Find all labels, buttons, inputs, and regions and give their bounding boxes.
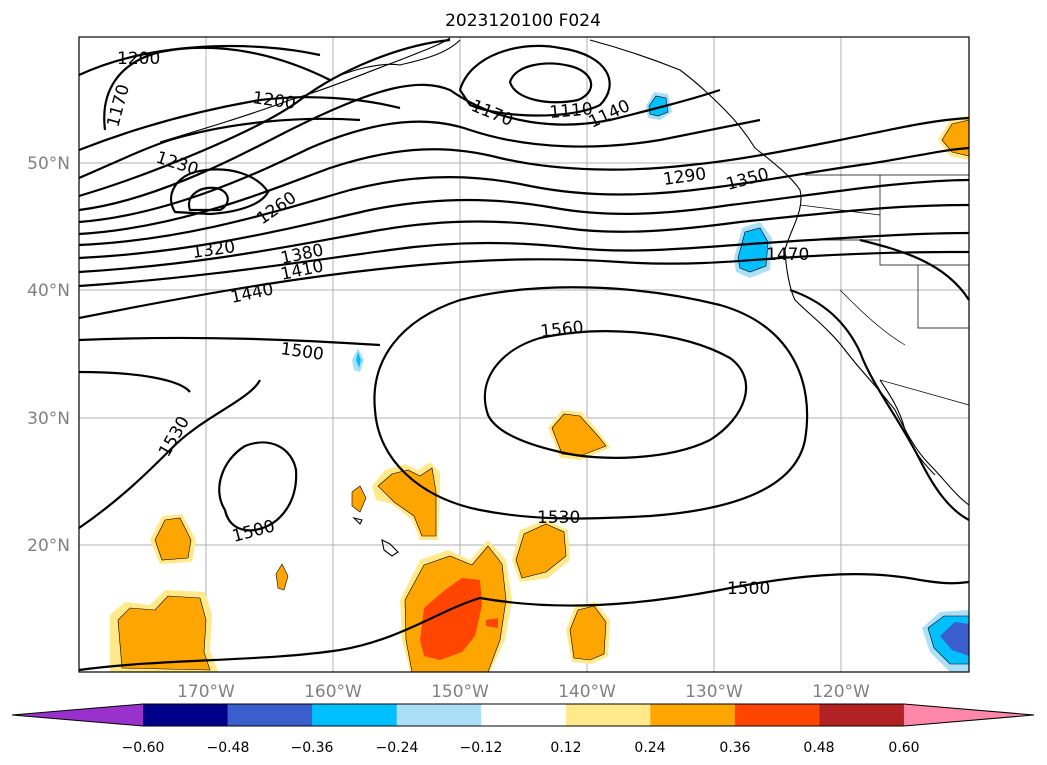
coastline [589,39,970,506]
colorbar-outline [11,703,1035,727]
colorbar-segment [227,704,313,726]
map-title: 2023120100 F024 [445,11,601,31]
contour-line [789,288,970,521]
border [879,379,970,406]
contour-line [859,238,970,301]
lat-label-30n: 30°N [27,409,70,429]
anomaly-fill [275,563,289,591]
lon-label-170w: 170°W [177,682,235,702]
anomaly-fill [117,595,211,671]
contour-label: 1470 [766,245,809,265]
anomaly-fill [648,95,669,117]
lat-label-50n: 50°N [27,154,70,174]
contour-line [458,44,611,117]
height-contours [78,38,970,672]
contour-line [78,38,451,198]
lon-label-130w: 130°W [685,682,743,702]
lon-label-140w: 140°W [558,682,616,702]
colorbar-tick: −0.60 [122,740,165,756]
anomaly-fill [551,413,607,457]
colorbar-tick: −0.12 [460,740,503,756]
coastline [352,516,363,525]
contour-line [78,231,970,288]
colorbar: −0.60 −0.48 −0.36 −0.24 −0.12 0.12 0.24 … [11,703,1035,756]
anomaly-fill [486,618,498,628]
anomaly-fill [940,622,969,656]
colorbar-segment [650,704,736,726]
colorbar-tick: 0.36 [719,740,750,756]
border [879,175,969,266]
map-panel: 1200 1170 1200 1230 1260 1320 1380 1410 … [78,36,970,673]
contour-label: 1110 [549,99,594,123]
lat-label-20n: 20°N [27,536,70,556]
border [799,204,881,216]
contour-line [78,250,969,320]
contour-label: 1530 [537,508,580,528]
anomaly-fill [569,605,607,661]
contour-label: 1500 [727,579,770,599]
contour-line [78,178,970,260]
coastline [381,539,399,557]
map-frame [78,36,970,673]
colorbar-segments [11,703,1035,727]
contour-line [78,116,970,236]
lat-label-40n: 40°N [27,281,70,301]
anomaly-fill [356,352,361,368]
lon-label-120w: 120°W [812,682,870,702]
coastline [329,39,461,81]
lon-label-160w: 160°W [304,682,362,702]
contour-line [373,286,809,520]
anomaly-fill [351,485,367,513]
colorbar-segment [565,704,651,726]
contour-line [508,62,593,104]
coastline [879,379,936,476]
colorbar-tick-labels: −0.60 −0.48 −0.36 −0.24 −0.12 0.12 0.24 … [122,740,920,756]
colorbar-extend-low [12,704,143,726]
contour-label: 1560 [539,318,584,342]
colorbar-tick: −0.48 [207,740,250,756]
contour-line [483,330,748,459]
border [839,289,906,346]
contour-line [78,336,381,347]
longitude-labels: 170°W 160°W 150°W 140°W 130°W 120°W [177,682,870,702]
colorbar-tick: 0.12 [550,740,581,756]
contour-label: 1200 [117,49,160,69]
anomaly-fill [154,517,192,561]
colorbar-segment [819,704,905,726]
latitude-labels: 50°N 40°N 30°N 20°N [27,154,70,556]
contour-line [78,573,970,672]
contour-line [78,83,721,212]
contour-line [78,146,970,247]
colorbar-tick: −0.24 [376,740,419,756]
colorbar-segment [734,704,820,726]
border [917,265,969,329]
colorbar-tick: −0.36 [291,740,334,756]
contour-line [78,379,261,529]
contour-line [78,370,191,393]
colorbar-extend-high [903,704,1034,726]
shaded-anomalies [110,92,970,673]
colorbar-segment [143,704,229,726]
contour-line [78,203,970,274]
colorbar-segment [396,704,482,726]
lon-label-150w: 150°W [431,682,489,702]
coastlines [159,37,970,557]
colorbar-tick: 0.48 [803,740,834,756]
contour-line [218,441,298,532]
anomaly-fill [515,523,567,579]
anomaly-fill [420,578,482,660]
colorbar-segment [312,704,398,726]
colorbar-tick: 0.24 [634,740,665,756]
contour-line [103,46,331,131]
colorbar-segment [481,704,567,726]
contour-line [78,118,761,224]
coastline [159,37,451,143]
colorbar-tick: 0.60 [888,740,919,756]
